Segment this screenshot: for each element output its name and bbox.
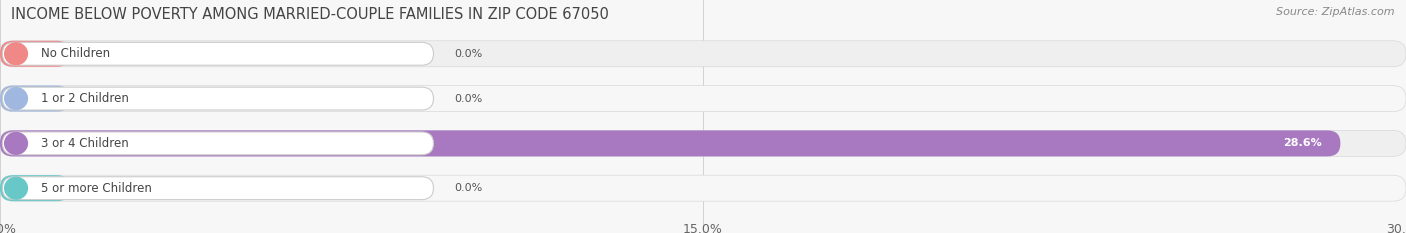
Text: 0.0%: 0.0%: [0, 223, 15, 233]
Text: 28.6%: 28.6%: [1282, 138, 1322, 148]
FancyBboxPatch shape: [0, 130, 1406, 156]
FancyBboxPatch shape: [0, 130, 1340, 156]
Circle shape: [4, 133, 27, 154]
Text: 5 or more Children: 5 or more Children: [41, 182, 152, 195]
Text: 30.0%: 30.0%: [1386, 223, 1406, 233]
FancyBboxPatch shape: [0, 175, 1406, 201]
FancyBboxPatch shape: [0, 86, 70, 112]
Text: 15.0%: 15.0%: [683, 223, 723, 233]
FancyBboxPatch shape: [0, 41, 1406, 67]
Circle shape: [4, 43, 27, 65]
Text: 0.0%: 0.0%: [454, 94, 482, 104]
FancyBboxPatch shape: [0, 86, 1406, 112]
Text: 3 or 4 Children: 3 or 4 Children: [41, 137, 129, 150]
Text: 1 or 2 Children: 1 or 2 Children: [41, 92, 129, 105]
FancyBboxPatch shape: [3, 177, 433, 200]
Circle shape: [4, 88, 27, 110]
Circle shape: [4, 177, 27, 199]
FancyBboxPatch shape: [3, 42, 433, 65]
Text: 0.0%: 0.0%: [454, 183, 482, 193]
Text: 0.0%: 0.0%: [454, 49, 482, 59]
FancyBboxPatch shape: [3, 132, 433, 155]
FancyBboxPatch shape: [0, 175, 70, 201]
FancyBboxPatch shape: [0, 41, 70, 67]
Text: INCOME BELOW POVERTY AMONG MARRIED-COUPLE FAMILIES IN ZIP CODE 67050: INCOME BELOW POVERTY AMONG MARRIED-COUPL…: [11, 7, 609, 22]
Text: No Children: No Children: [41, 47, 111, 60]
Text: Source: ZipAtlas.com: Source: ZipAtlas.com: [1277, 7, 1395, 17]
FancyBboxPatch shape: [3, 87, 433, 110]
